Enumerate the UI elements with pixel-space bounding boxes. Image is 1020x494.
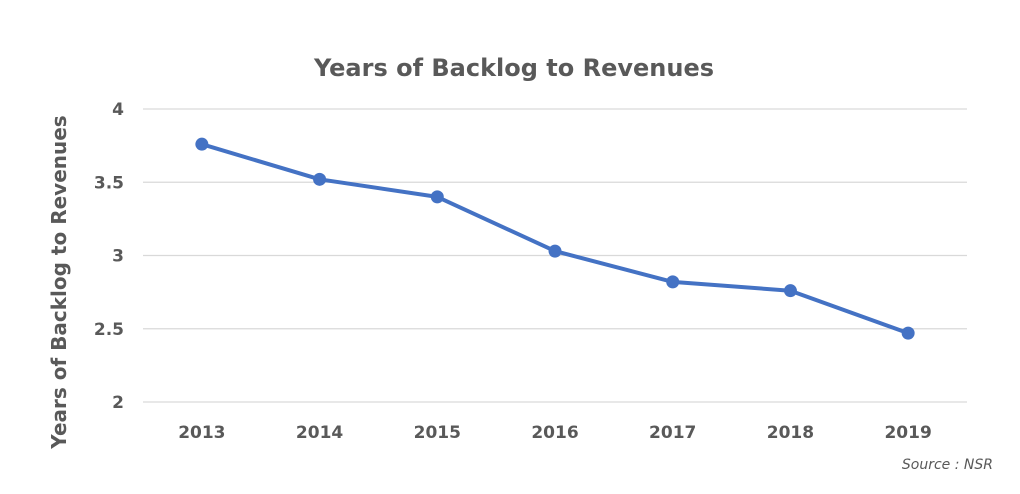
y-axis-label: Years of Backlog to Revenues xyxy=(47,115,71,449)
y-tick-label: 3 xyxy=(112,247,124,267)
x-tick-label: 2019 xyxy=(884,423,931,443)
y-tick-label: 2 xyxy=(112,393,124,413)
data-point xyxy=(783,284,797,298)
y-tick-label: 3.5 xyxy=(94,173,124,193)
chart-title: Years of Backlog to Revenues xyxy=(313,54,714,82)
data-point xyxy=(195,137,209,151)
x-tick-label: 2018 xyxy=(767,423,814,443)
data-point xyxy=(430,190,444,204)
data-point xyxy=(901,326,915,340)
data-points xyxy=(195,137,915,340)
x-tick-label: 2013 xyxy=(178,423,225,443)
x-tick-label: 2014 xyxy=(296,423,343,443)
data-point xyxy=(313,172,327,186)
x-tick-label: 2017 xyxy=(649,423,696,443)
x-tick-label: 2016 xyxy=(531,423,578,443)
x-tick-label: 2015 xyxy=(414,423,461,443)
y-tick-label: 2.5 xyxy=(94,320,124,340)
data-point xyxy=(548,244,562,258)
x-axis-ticks: 2013 2014 2015 2016 2017 2018 2019 xyxy=(178,423,932,443)
y-axis-ticks: 2 2.5 3 3.5 4 xyxy=(94,100,124,413)
source-note: Source : NSR xyxy=(902,457,993,473)
y-tick-label: 4 xyxy=(112,100,124,120)
data-point xyxy=(666,275,680,289)
series-line xyxy=(199,142,911,336)
